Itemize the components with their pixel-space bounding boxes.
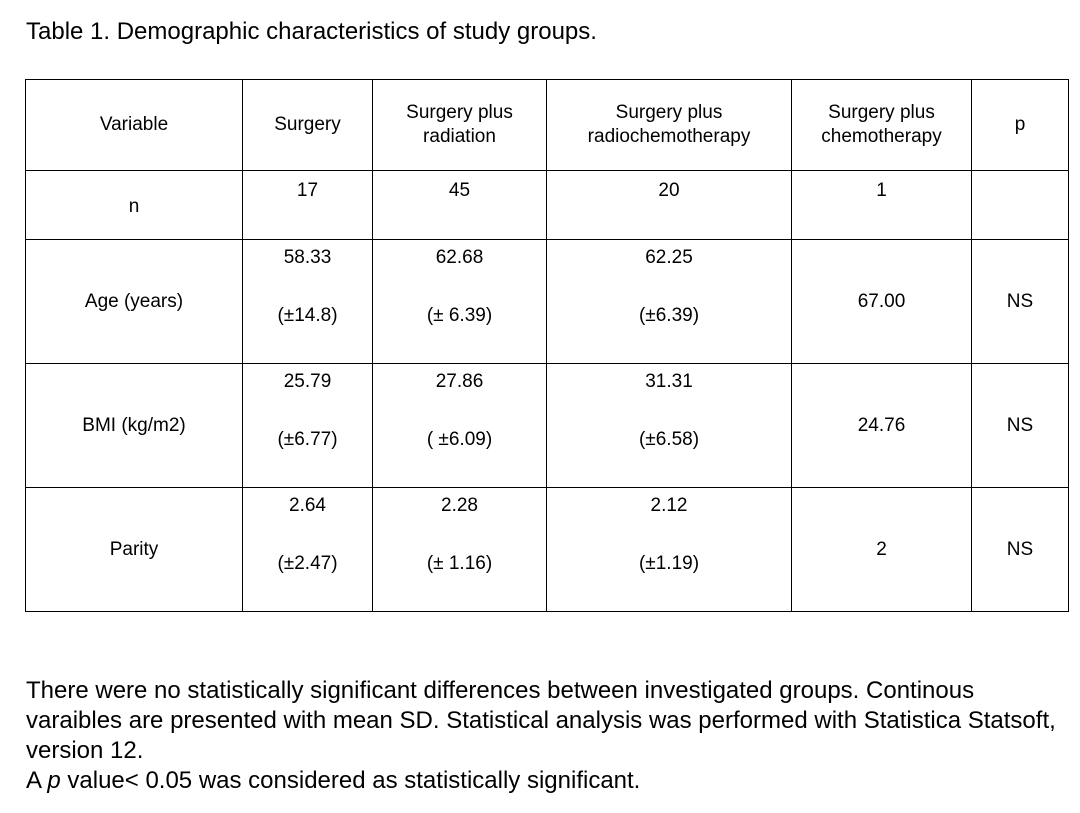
header-chemo-line-2: chemotherapy: [821, 126, 942, 147]
sd-value: (±6.58): [638, 429, 700, 450]
header-row: Variable Surgery Surgery plus radiation …: [25, 79, 1069, 171]
demographics-table: Variable Surgery Surgery plus radiation …: [25, 79, 1069, 612]
mean-value: 62.68: [435, 247, 484, 268]
header-radiochemo-line-2: radiochemotherapy: [587, 126, 751, 147]
sd-value: (± 6.39): [426, 305, 493, 326]
table-caption: Table 1. Demographic characteristics of …: [26, 18, 597, 45]
mean-value: 58.33: [283, 247, 332, 268]
n-value: 17: [296, 180, 319, 201]
header-radiochemo-line-1: Surgery plus: [615, 102, 723, 123]
cell-age-surgery: 58.33 (±14.8): [242, 239, 373, 364]
mean-value: 2.28: [441, 495, 478, 516]
mean-value: 27.86: [435, 371, 484, 392]
mean-value: 62.25: [645, 247, 693, 268]
cell-n-chemo: 1: [791, 170, 972, 240]
cell-age-p: NS: [971, 239, 1069, 364]
header-surgery-plus-radiation: Surgery plus radiation: [372, 79, 547, 171]
table-footnote: There were no statistically significant …: [26, 676, 1066, 796]
cell-bmi-surgery: 25.79 (±6.77): [242, 363, 373, 488]
n-value: 1: [876, 180, 887, 201]
header-radiation-line-1: Surgery plus: [406, 102, 513, 123]
variable-label: n: [128, 196, 140, 217]
footnote-line-2: A p value< 0.05 was considered as statis…: [26, 766, 1066, 796]
header-surgery-plus-chemotherapy: Surgery plus chemotherapy: [791, 79, 972, 171]
header-chemo-line-1: Surgery plus: [828, 102, 935, 123]
header-variable: Variable: [25, 79, 243, 171]
sd-value: (±1.19): [638, 553, 700, 574]
sd-value: ( ±6.09): [426, 429, 493, 450]
footnote-line-1: There were no statistically significant …: [26, 677, 1056, 764]
cell-variable-bmi: BMI (kg/m2): [25, 363, 243, 488]
footnote-line-2-suffix: value< 0.05 was considered as statistica…: [60, 767, 641, 794]
cell-variable-age: Age (years): [25, 239, 243, 364]
mean-value: 25.79: [283, 371, 332, 392]
sd-value: (±6.77): [277, 429, 338, 450]
n-value: 20: [658, 180, 680, 201]
cell-variable-n: n: [25, 170, 243, 240]
cell-variable-parity: Parity: [25, 487, 243, 612]
mean-value: 2.64: [289, 495, 326, 516]
cell-age-chemo: 67.00: [791, 239, 972, 364]
cell-bmi-chemo: 24.76: [791, 363, 972, 488]
cell-age-radiation: 62.68 (± 6.39): [372, 239, 547, 364]
table-row-n: n 17 45 20 1: [25, 170, 1069, 240]
header-p: p: [971, 79, 1069, 171]
cell-bmi-p: NS: [971, 363, 1069, 488]
header-surgery-plus-radiochemotherapy: Surgery plus radiochemotherapy: [546, 79, 792, 171]
n-value: 45: [448, 180, 471, 201]
table-row-bmi: BMI (kg/m2) 25.79 (±6.77) 27.86 ( ±6.09)…: [25, 363, 1069, 488]
header-surgery: Surgery: [242, 79, 373, 171]
cell-parity-p: NS: [971, 487, 1069, 612]
cell-bmi-radiation: 27.86 ( ±6.09): [372, 363, 547, 488]
cell-bmi-radiochemo: 31.31 (±6.58): [546, 363, 792, 488]
cell-age-radiochemo: 62.25 (±6.39): [546, 239, 792, 364]
cell-parity-radiochemo: 2.12 (±1.19): [546, 487, 792, 612]
sd-value: (±14.8): [277, 305, 338, 326]
cell-parity-radiation: 2.28 (± 1.16): [372, 487, 547, 612]
mean-value: 31.31: [645, 371, 693, 392]
footnote-line-2-prefix: A: [26, 767, 48, 794]
cell-n-radiation: 45: [372, 170, 547, 240]
sd-value: (±6.39): [638, 305, 700, 326]
cell-n-radiochemo: 20: [546, 170, 792, 240]
table-row-parity: Parity 2.64 (±2.47) 2.28 (± 1.16) 2.12 (…: [25, 487, 1069, 612]
footnote-p-italic: p: [47, 767, 61, 794]
mean-value: 2.12: [650, 495, 688, 516]
cell-parity-chemo: 2: [791, 487, 972, 612]
sd-value: (±2.47): [277, 553, 338, 574]
cell-parity-surgery: 2.64 (±2.47): [242, 487, 373, 612]
cell-n-surgery: 17: [242, 170, 373, 240]
table-row-age: Age (years) 58.33 (±14.8) 62.68 (± 6.39)…: [25, 239, 1069, 364]
sd-value: (± 1.16): [426, 553, 493, 574]
cell-n-p: [971, 170, 1069, 240]
header-radiation-line-2: radiation: [423, 126, 496, 147]
